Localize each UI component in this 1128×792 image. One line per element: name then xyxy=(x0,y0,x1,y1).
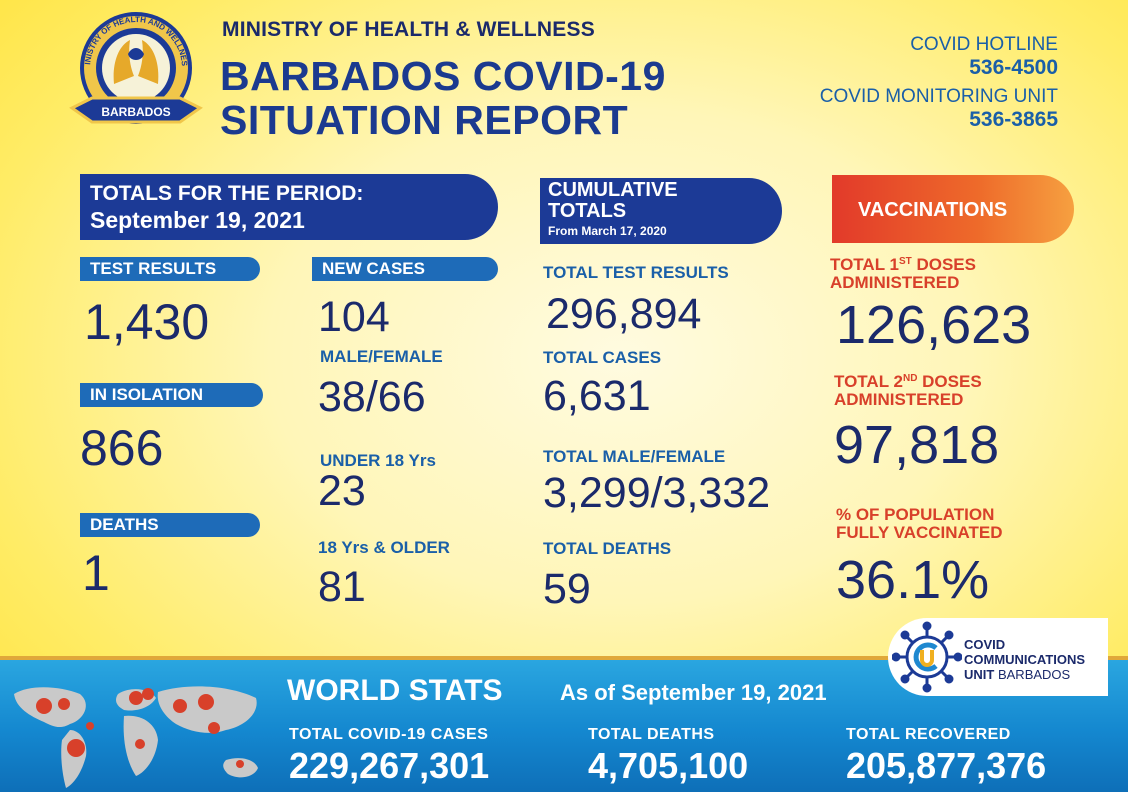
world-deaths-label: TOTAL DEATHS xyxy=(588,726,715,743)
hotline-number: 536-4500 xyxy=(969,56,1058,79)
ccu-line3: UNIT BARBADOS xyxy=(964,667,1071,682)
total-tests-value: 296,894 xyxy=(546,290,702,338)
footer-divider xyxy=(0,656,1128,661)
communications-unit-badge: COVID COMMUNICATIONS UNIT BARBADOS xyxy=(888,618,1108,696)
under-18-value: 23 xyxy=(318,467,366,515)
fully-vaccinated-label: % OF POPULATION FULLY VACCINATED xyxy=(836,505,1003,542)
total-male-female-value: 3,299/3,332 xyxy=(543,469,771,517)
ministry-name: MINISTRY OF HEALTH & WELLNESS xyxy=(222,18,595,41)
hotline-label: COVID HOTLINE xyxy=(910,34,1058,55)
new-cases-label: NEW CASES xyxy=(312,257,498,281)
fully-vaccinated-value: 36.1% xyxy=(836,550,990,610)
deaths-label: DEATHS xyxy=(80,513,260,537)
male-female-label: MALE/FEMALE xyxy=(320,347,443,366)
over-18-value: 81 xyxy=(318,563,366,611)
cumulative-banner-heading: CUMULATIVE TOTALS xyxy=(548,179,678,222)
total-tests-label: TOTAL TEST RESULTS xyxy=(543,263,729,282)
new-cases-value: 104 xyxy=(318,293,390,341)
test-results-label: TEST RESULTS xyxy=(80,257,260,281)
ccu-line2: COMMUNICATIONS xyxy=(964,652,1086,667)
report-title-line2: SITUATION REPORT xyxy=(220,97,629,143)
world-cases-value: 229,267,301 xyxy=(289,745,490,786)
total-deaths-value: 59 xyxy=(543,565,591,613)
world-recovered-label: TOTAL RECOVERED xyxy=(846,726,1011,743)
vaccinations-banner-label: VACCINATIONS xyxy=(858,199,1008,221)
cumulative-banner: CUMULATIVE TOTALS From March 17, 2020 xyxy=(540,178,782,244)
ccu-line1: COVID xyxy=(964,637,1006,652)
ministry-seal-logo: BARBADOS MINISTRY OF HEALTH AND WELLNESS xyxy=(68,10,203,124)
total-cases-label: TOTAL CASES xyxy=(543,348,662,367)
under-18-label: UNDER 18 Yrs xyxy=(320,451,436,470)
world-stats-title: WORLD STATS xyxy=(287,674,503,707)
monitoring-unit-label: COVID MONITORING UNIT xyxy=(819,86,1058,107)
virus-logo-icon xyxy=(892,621,962,693)
world-deaths-value: 4,705,100 xyxy=(588,745,749,786)
period-banner-heading: TOTALS FOR THE PERIOD: xyxy=(90,182,364,205)
total-male-female-label: TOTAL MALE/FEMALE xyxy=(543,447,726,466)
period-banner-date: September 19, 2021 xyxy=(90,207,305,233)
over-18-label: 18 Yrs & OLDER xyxy=(318,538,450,557)
report-title-line1: BARBADOS COVID-19 xyxy=(220,53,666,99)
second-doses-value: 97,818 xyxy=(834,415,1000,475)
deaths-value: 1 xyxy=(82,545,110,601)
svg-text:BARBADOS: BARBADOS xyxy=(101,105,170,119)
cumulative-banner-date: From March 17, 2020 xyxy=(548,224,667,238)
world-stats-date: As of September 19, 2021 xyxy=(560,680,827,705)
second-doses-label: TOTAL 2ND DOSES ADMINISTERED xyxy=(834,372,982,409)
male-female-value: 38/66 xyxy=(318,373,426,421)
total-cases-value: 6,631 xyxy=(543,372,651,420)
period-banner: TOTALS FOR THE PERIOD: September 19, 202… xyxy=(80,174,498,240)
isolation-value: 866 xyxy=(80,420,164,476)
first-doses-label: TOTAL 1ST DOSES ADMINISTERED xyxy=(830,255,976,292)
world-map-image xyxy=(14,686,258,788)
test-results-value: 1,430 xyxy=(84,294,210,350)
vaccinations-banner: VACCINATIONS xyxy=(832,175,1074,243)
first-doses-value: 126,623 xyxy=(836,295,1032,355)
monitoring-unit-number: 536-3865 xyxy=(969,108,1058,131)
total-deaths-label: TOTAL DEATHS xyxy=(543,539,672,558)
world-cases-label: TOTAL COVID-19 CASES xyxy=(289,726,489,743)
isolation-label: IN ISOLATION xyxy=(80,383,263,407)
world-recovered-value: 205,877,376 xyxy=(846,745,1047,786)
